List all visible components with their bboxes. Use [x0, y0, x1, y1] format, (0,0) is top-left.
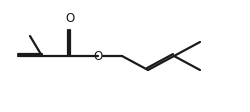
Text: O: O	[94, 50, 103, 62]
Text: O: O	[66, 12, 74, 25]
